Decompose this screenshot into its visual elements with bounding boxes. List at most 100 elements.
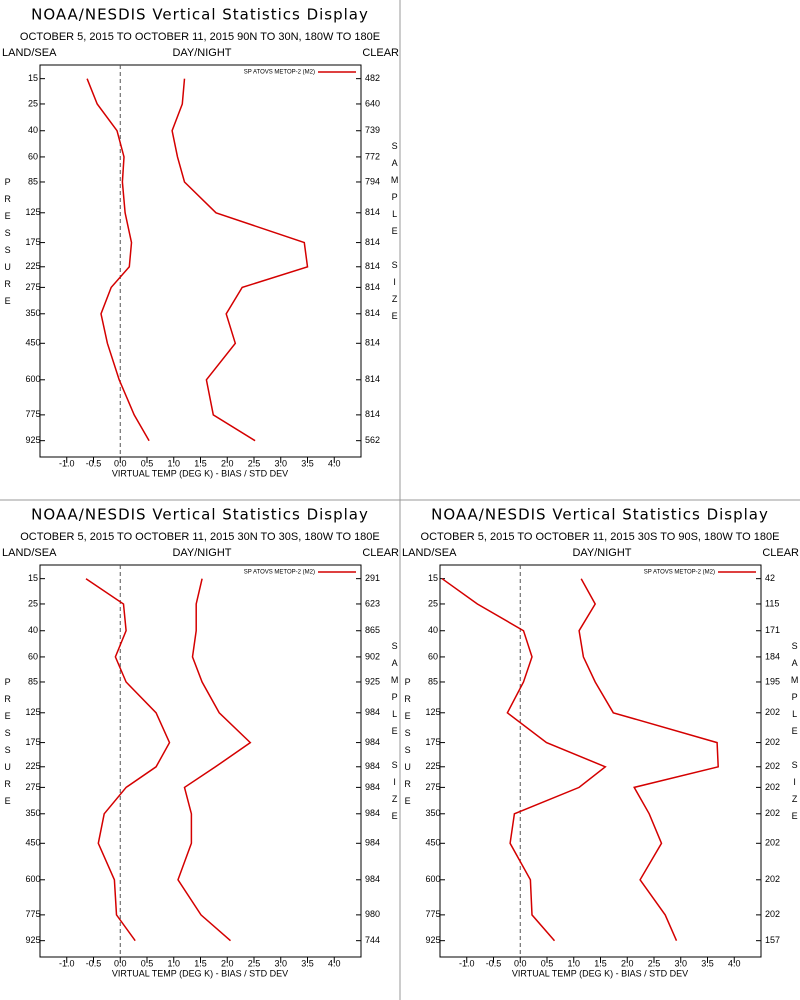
sample-size-label: 291 <box>365 573 380 583</box>
sample-size-label: 814 <box>365 338 380 348</box>
sample-size-label: 814 <box>365 374 380 384</box>
legend-label: SP ATOVS METOP-2 (M2) <box>644 570 715 576</box>
x-tick-label: -1.0 <box>59 958 75 968</box>
y2-axis-label: SAMPLE SIZE <box>790 641 800 828</box>
center-label: DAY/NIGHT <box>172 547 231 559</box>
y-tick-label: 450 <box>425 838 440 848</box>
legend-label: SP ATOVS METOP-2 (M2) <box>244 570 315 576</box>
y-tick-label: 25 <box>28 598 38 608</box>
sample-size-label: 984 <box>365 808 380 818</box>
y-tick-label: 350 <box>25 308 40 318</box>
plot-frame <box>39 564 362 958</box>
sample-size-label: 794 <box>365 176 380 186</box>
y-tick-label: 225 <box>25 261 40 271</box>
left-label: LAND/SEA <box>2 47 57 59</box>
sample-size-label: 482 <box>365 73 380 83</box>
y-tick-label: 85 <box>428 676 438 686</box>
y-axis-label: PRESSURE <box>3 177 13 313</box>
x-axis-label: VIRTUAL TEMP (DEG K) - BIAS / STD DEV <box>512 968 688 978</box>
y-tick-label: 125 <box>25 707 40 717</box>
y-tick-label: 275 <box>25 282 40 292</box>
sample-size-label: 814 <box>365 261 380 271</box>
sample-size-label: 115 <box>765 598 779 608</box>
y-tick-label: 225 <box>25 761 40 771</box>
x-tick-label: 3.5 <box>301 458 314 468</box>
y-tick-label: 450 <box>25 338 40 348</box>
sample-size-label: 640 <box>365 98 380 108</box>
panel: NOAA/NESDIS Vertical Statistics Display O… <box>402 506 800 979</box>
chart-title: NOAA/NESDIS Vertical Statistics Display <box>31 6 369 24</box>
y-tick-label: 175 <box>25 737 40 747</box>
y-tick-label: 40 <box>428 625 438 635</box>
y-tick-label: 775 <box>25 409 40 419</box>
x-tick-label: 2.0 <box>221 958 234 968</box>
y-tick-label: 60 <box>28 651 38 661</box>
sample-size-label: 744 <box>365 935 380 945</box>
left-label: LAND/SEA <box>2 547 57 559</box>
sample-size-label: 814 <box>365 308 380 318</box>
x-tick-label: -0.5 <box>86 958 102 968</box>
y2-axis-label: SAMPLE SIZE <box>390 141 400 328</box>
left-label: LAND/SEA <box>402 547 457 559</box>
sample-size-label: 984 <box>365 737 380 747</box>
y-tick-label: 40 <box>28 625 38 635</box>
plot-frame <box>439 564 762 958</box>
y-tick-label: 775 <box>425 909 440 919</box>
chart-title: NOAA/NESDIS Vertical Statistics Display <box>31 506 369 524</box>
y-tick-label: 600 <box>25 874 40 884</box>
y-tick-label: 775 <box>25 909 40 919</box>
y-tick-label: 175 <box>25 237 40 247</box>
center-label: DAY/NIGHT <box>572 547 631 559</box>
x-tick-label: 1.0 <box>567 958 580 968</box>
sample-size-label: 202 <box>765 761 780 771</box>
y-axis-label: PRESSURE <box>403 677 413 813</box>
x-tick-label: 1.5 <box>194 958 207 968</box>
x-axis-label: VIRTUAL TEMP (DEG K) - BIAS / STD DEV <box>112 968 288 978</box>
sample-size-label: 814 <box>365 207 380 217</box>
y-tick-label: 225 <box>425 761 440 771</box>
x-tick-label: 2.0 <box>621 958 634 968</box>
y-tick-label: 125 <box>425 707 440 717</box>
sample-size-label: 195 <box>765 676 780 686</box>
x-tick-label: 3.0 <box>674 958 687 968</box>
y-tick-label: 15 <box>428 573 438 583</box>
sample-size-label: 42 <box>765 573 775 583</box>
y-tick-label: 275 <box>425 782 440 792</box>
y-tick-label: 25 <box>428 598 438 608</box>
sample-size-label: 739 <box>365 125 380 135</box>
y-tick-label: 600 <box>425 874 440 884</box>
x-tick-label: 1.0 <box>167 458 180 468</box>
x-tick-label: 3.0 <box>274 458 287 468</box>
y-tick-label: 40 <box>28 125 38 135</box>
sample-size-label: 865 <box>365 625 380 635</box>
x-tick-label: 4.0 <box>328 458 341 468</box>
chart-subtitle: OCTOBER 5, 2015 TO OCTOBER 11, 2015 30N … <box>20 531 380 543</box>
y-tick-label: 925 <box>425 935 440 945</box>
x-axis-label: VIRTUAL TEMP (DEG K) - BIAS / STD DEV <box>112 468 288 478</box>
right-label: CLEAR <box>362 47 399 59</box>
right-label: CLEAR <box>762 547 799 559</box>
x-tick-label: -1.0 <box>59 458 75 468</box>
sample-size-label: 980 <box>365 909 380 919</box>
sample-size-label: 814 <box>365 282 380 292</box>
sample-size-label: 984 <box>365 761 380 771</box>
std-dev-line <box>171 78 309 442</box>
x-tick-label: 1.0 <box>167 958 180 968</box>
x-tick-label: -1.0 <box>459 958 475 968</box>
sample-size-label: 814 <box>365 409 380 419</box>
x-tick-label: 2.5 <box>648 958 661 968</box>
x-tick-label: 0.5 <box>141 958 154 968</box>
x-tick-label: 4.0 <box>728 958 741 968</box>
y2-axis-label: SAMPLE SIZE <box>390 641 400 828</box>
sample-size-label: 984 <box>365 707 380 717</box>
sample-size-label: 184 <box>765 651 780 661</box>
chart-title: NOAA/NESDIS Vertical Statistics Display <box>431 506 769 524</box>
x-tick-label: 0.0 <box>114 458 127 468</box>
bias-line <box>85 578 171 942</box>
std-dev-line <box>177 578 252 942</box>
y-tick-label: 85 <box>28 676 38 686</box>
y-tick-label: 350 <box>425 808 440 818</box>
sample-size-label: 902 <box>365 651 380 661</box>
sample-size-label: 984 <box>365 782 380 792</box>
sample-size-label: 814 <box>365 237 380 247</box>
